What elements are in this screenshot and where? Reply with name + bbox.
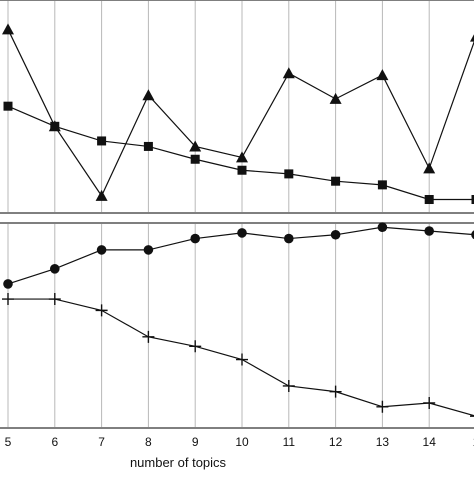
circle-marker: [144, 245, 154, 255]
square-marker: [50, 122, 59, 131]
circle-marker: [97, 245, 107, 255]
x-tick-label: 6: [51, 435, 58, 449]
x-tick-label: 7: [98, 435, 105, 449]
square-marker: [144, 142, 153, 151]
circle-marker: [284, 234, 294, 244]
square-marker: [425, 195, 434, 204]
circle-marker: [378, 222, 388, 232]
x-axis-label: number of topics: [130, 455, 227, 470]
circle-marker: [331, 230, 341, 240]
x-tick-label: 10: [235, 435, 249, 449]
circle-marker: [190, 234, 200, 244]
x-tick-label: 9: [192, 435, 199, 449]
circle-marker: [3, 279, 13, 289]
x-tick-label: 13: [376, 435, 390, 449]
circle-marker: [50, 264, 60, 274]
square-marker: [284, 169, 293, 178]
x-tick-label: 12: [329, 435, 343, 449]
square-marker: [97, 136, 106, 145]
x-tick-label: 11: [283, 435, 296, 449]
square-marker: [238, 166, 247, 175]
x-tick-label: 14: [423, 435, 437, 449]
circle-marker: [424, 226, 434, 236]
circle-marker: [237, 228, 247, 238]
x-tick-label: 8: [145, 435, 152, 449]
square-marker: [378, 180, 387, 189]
square-marker: [331, 177, 340, 186]
square-marker: [4, 102, 13, 111]
x-tick-label: 5: [5, 435, 12, 449]
square-marker: [191, 155, 200, 164]
